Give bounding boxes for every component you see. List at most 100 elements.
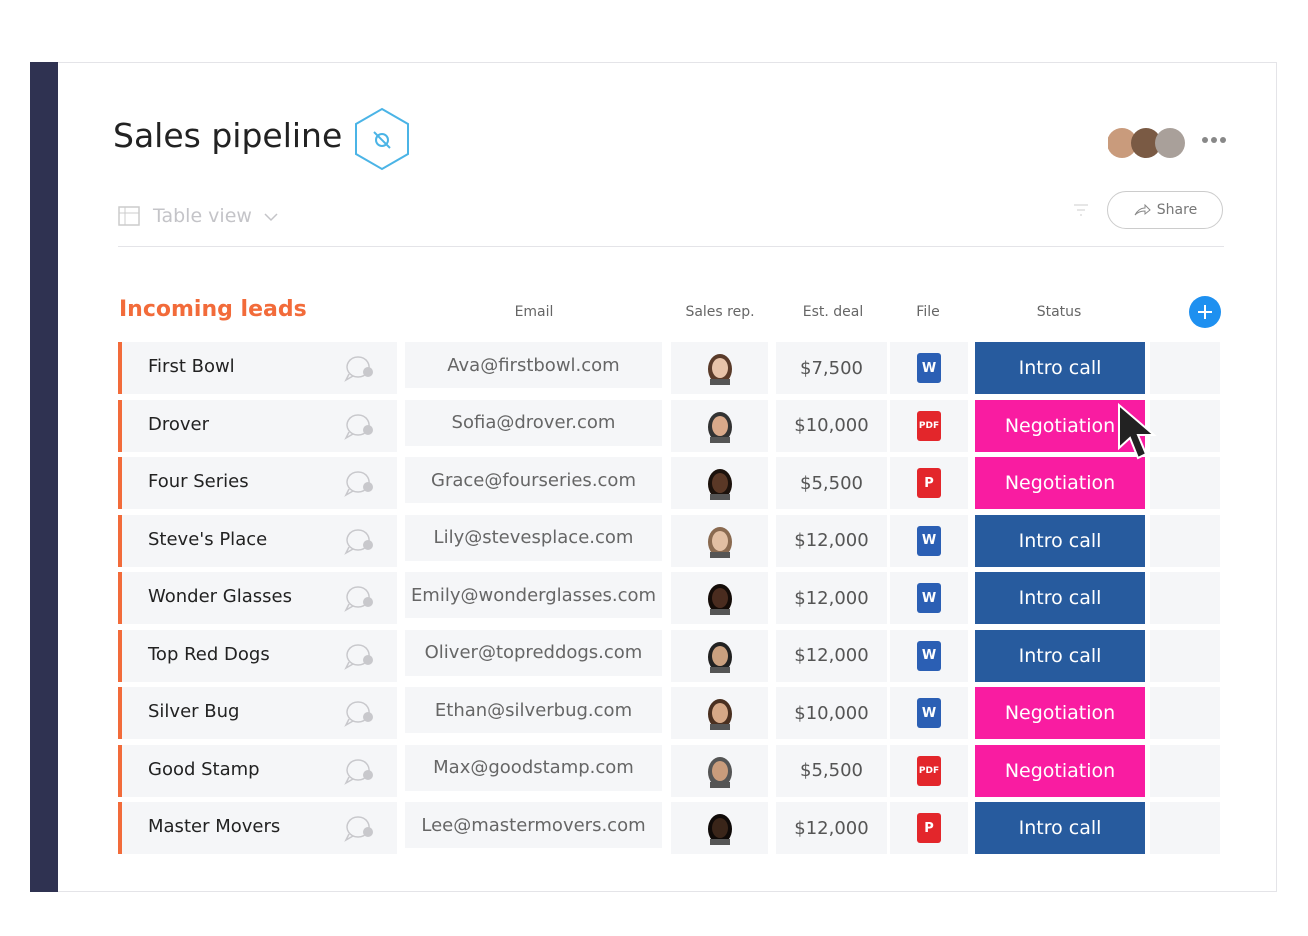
sales-rep-cell xyxy=(671,629,768,682)
comment-icon[interactable] xyxy=(344,642,376,670)
lead-name: Master Movers xyxy=(148,816,281,837)
rep-avatar xyxy=(708,354,732,385)
status-badge[interactable]: Intro call xyxy=(975,572,1145,624)
comment-icon[interactable] xyxy=(344,354,376,382)
email-cell: Lily@stevesplace.com xyxy=(405,514,662,561)
lead-name-cell: Top Red Dogs xyxy=(118,629,397,682)
column-header: Status xyxy=(1036,304,1082,320)
sales-rep-cell xyxy=(671,744,768,797)
file-icon: W xyxy=(917,353,941,383)
sidebar xyxy=(30,62,58,892)
lead-name-cell: Four Series xyxy=(118,457,397,509)
rep-avatar xyxy=(708,756,732,788)
lead-name-cell: Silver Bug xyxy=(118,687,397,739)
rep-avatar xyxy=(708,584,732,615)
lead-name: First Bowl xyxy=(148,356,235,377)
deal-cell: $7,500 xyxy=(776,342,887,394)
team-avatars xyxy=(1108,128,1185,158)
lead-name: Wonder Glasses xyxy=(148,586,292,607)
rep-avatar xyxy=(708,641,732,673)
extra-cell xyxy=(1150,744,1220,797)
deal-cell: $12,000 xyxy=(776,629,887,682)
email-cell: Grace@fourseries.com xyxy=(405,457,662,503)
column-header: File xyxy=(916,304,940,320)
comment-icon[interactable] xyxy=(344,757,376,785)
extra-cell xyxy=(1150,399,1220,452)
extra-cell xyxy=(1150,572,1220,624)
deal-cell: $10,000 xyxy=(776,399,887,452)
sales-rep-cell xyxy=(671,687,768,739)
table-icon xyxy=(118,206,140,226)
lead-name-cell: First Bowl xyxy=(118,342,397,394)
lead-name-cell: Steve's Place xyxy=(118,514,397,567)
column-header: Email xyxy=(514,304,554,320)
comment-icon[interactable] xyxy=(344,469,376,497)
status-badge[interactable]: Negotiation xyxy=(975,399,1145,452)
column-header: Sales rep. xyxy=(685,304,755,320)
email-cell: Oliver@topreddogs.com xyxy=(405,629,662,676)
status-badge[interactable]: Intro call xyxy=(975,629,1145,682)
sales-rep-cell xyxy=(671,514,768,567)
email-cell: Emily@wonderglasses.com xyxy=(405,572,662,618)
filter-icon[interactable] xyxy=(1072,203,1090,217)
cursor xyxy=(1118,402,1157,460)
lead-name-cell: Drover xyxy=(118,399,397,452)
comment-icon[interactable] xyxy=(344,527,376,555)
lead-name: Top Red Dogs xyxy=(148,643,270,665)
sales-rep-cell xyxy=(671,572,768,624)
extra-cell xyxy=(1150,629,1220,682)
email-cell: Sofia@drover.com xyxy=(405,399,662,446)
status-badge[interactable]: Intro call xyxy=(975,802,1145,854)
status-badge[interactable]: Negotiation xyxy=(975,744,1145,797)
sales-rep-cell xyxy=(671,342,768,394)
rep-avatar xyxy=(708,526,732,558)
sales-rep-cell xyxy=(671,399,768,452)
comment-icon[interactable] xyxy=(344,584,376,612)
deal-cell: $12,000 xyxy=(776,572,887,624)
rep-avatar xyxy=(708,411,732,443)
file-icon: W xyxy=(917,583,941,613)
column-header: Est. deal xyxy=(802,304,864,320)
add-column[interactable] xyxy=(1189,296,1221,328)
status-badge[interactable]: Intro call xyxy=(975,514,1145,567)
more-menu[interactable] xyxy=(1200,134,1230,146)
share-icon xyxy=(1134,204,1151,216)
file-icon: PDF xyxy=(917,410,941,441)
deal-cell: $12,000 xyxy=(776,514,887,567)
deal-cell: $12,000 xyxy=(776,802,887,854)
deal-cell: $5,500 xyxy=(776,457,887,509)
status-badge[interactable]: Negotiation xyxy=(975,457,1145,509)
sales-rep-cell xyxy=(671,457,768,509)
lead-name-cell: Wonder Glasses xyxy=(118,572,397,624)
file-icon: P xyxy=(917,468,941,498)
comment-icon[interactable] xyxy=(344,814,376,842)
sales-rep-cell xyxy=(671,802,768,854)
share-button[interactable]: Share xyxy=(1107,191,1223,229)
rep-avatar xyxy=(708,469,732,500)
lead-name: Good Stamp xyxy=(148,758,260,780)
rep-avatar xyxy=(708,814,732,845)
card xyxy=(58,62,1277,892)
file-icon: W xyxy=(917,525,941,556)
file-icon: PDF xyxy=(917,755,941,786)
comment-icon[interactable] xyxy=(344,412,376,440)
file-icon: W xyxy=(917,698,941,728)
view-selector[interactable]: Table view xyxy=(153,205,252,227)
status-badge[interactable]: Negotiation xyxy=(975,687,1145,739)
lead-name-cell: Master Movers xyxy=(118,802,397,854)
deal-cell: $10,000 xyxy=(776,687,887,739)
lead-name: Drover xyxy=(148,413,210,435)
email-cell: Max@goodstamp.com xyxy=(405,744,662,791)
lead-name: Steve's Place xyxy=(148,528,268,550)
email-cell: Ethan@silverbug.com xyxy=(405,687,662,733)
extra-cell xyxy=(1150,802,1220,854)
extra-cell xyxy=(1150,342,1220,394)
board-icon xyxy=(355,107,409,171)
comment-icon[interactable] xyxy=(344,699,376,727)
divider xyxy=(118,246,1224,247)
status-badge[interactable]: Intro call xyxy=(975,342,1145,394)
email-cell: Ava@firstbowl.com xyxy=(405,342,662,388)
file-icon: P xyxy=(917,813,941,843)
view-chevron[interactable] xyxy=(263,212,279,222)
